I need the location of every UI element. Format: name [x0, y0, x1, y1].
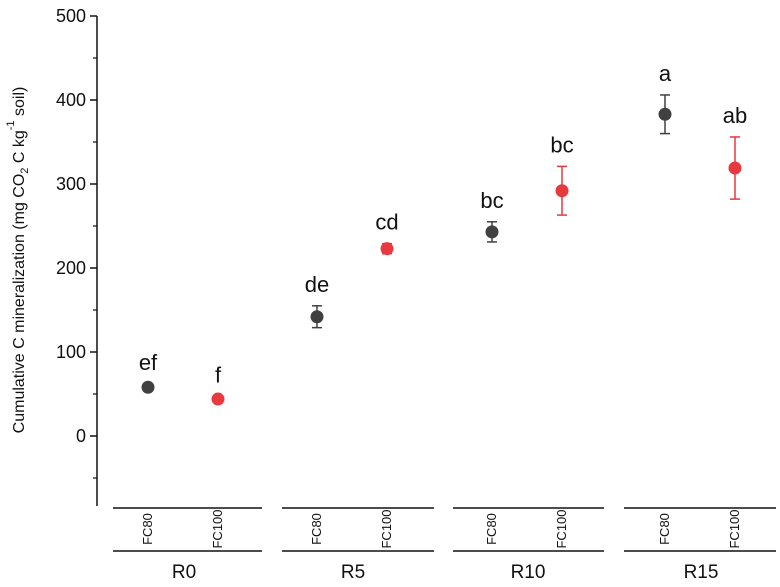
subgroup-label: FC100 — [727, 509, 742, 548]
data-point — [485, 225, 499, 239]
data-point — [658, 107, 672, 121]
y-tick-label: 0 — [76, 426, 86, 446]
subgroup-label: FC100 — [210, 509, 225, 548]
significance-letter: bc — [480, 188, 503, 213]
subgroup-label: FC100 — [379, 509, 394, 548]
significance-letter: f — [215, 363, 222, 388]
data-point — [555, 184, 569, 198]
group-label: R10 — [511, 562, 546, 583]
data-point — [380, 242, 394, 256]
significance-letter: ef — [139, 350, 158, 375]
y-axis-label-part: -1 — [5, 120, 17, 130]
y-tick-label: 300 — [56, 174, 86, 194]
category-axis: FC80 FC100 R0 FC80 FC100 R5 FC80 FC100 R10 FC80 FC… — [113, 507, 776, 583]
y-tick-label: 200 — [56, 258, 86, 278]
group-label: R15 — [684, 562, 719, 583]
y-axis-label-part: 2 — [19, 168, 31, 174]
y-axis-label-part: Cumulative C mineralization (mg CO — [11, 174, 28, 434]
subgroup-label: FC100 — [554, 509, 569, 548]
significance-letter: de — [305, 272, 329, 297]
data-point — [141, 380, 155, 394]
significance-letter: a — [659, 61, 672, 86]
y-axis-label-part: C kg — [11, 130, 28, 167]
y-axis: 0 100 200 300 400 500 — [56, 6, 98, 506]
significance-letter: ab — [723, 103, 747, 128]
data-marks: ef de bc a f cd bc ab — [139, 61, 747, 406]
data-point — [310, 310, 324, 324]
y-tick-label: 100 — [56, 342, 86, 362]
subgroup-label: FC80 — [140, 513, 155, 545]
group-label: R5 — [341, 562, 365, 583]
significance-letter: cd — [375, 210, 398, 235]
data-point — [211, 392, 225, 406]
significance-letter: bc — [550, 132, 573, 157]
y-tick-label: 500 — [56, 6, 86, 26]
subgroup-label: FC80 — [484, 513, 499, 545]
group-label: R0 — [172, 562, 196, 583]
y-axis-label: Cumulative C mineralization (mg CO2 C kg… — [5, 87, 31, 434]
subgroup-label: FC80 — [309, 513, 324, 545]
data-point — [728, 161, 742, 175]
subgroup-label: FC80 — [657, 513, 672, 545]
y-axis-label-part: soil) — [11, 87, 28, 121]
y-tick-label: 400 — [56, 90, 86, 110]
